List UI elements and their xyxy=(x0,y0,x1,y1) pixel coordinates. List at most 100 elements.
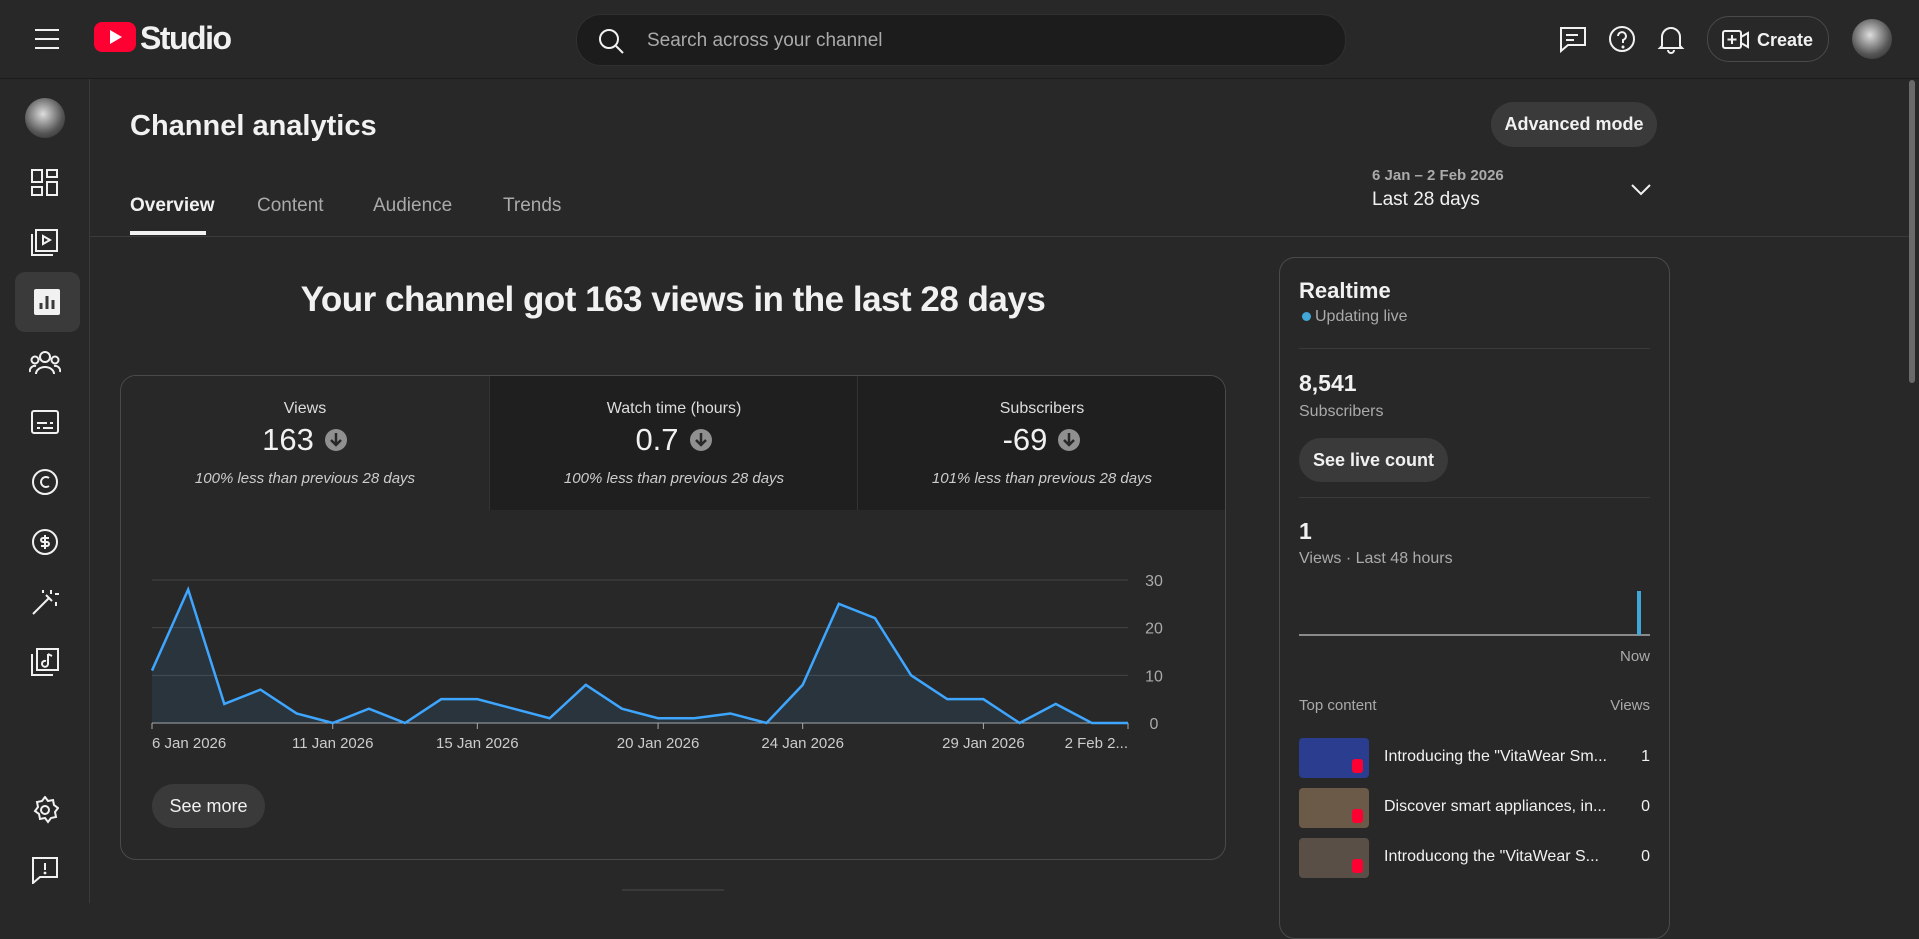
dashboard-icon[interactable] xyxy=(31,169,59,197)
tab[interactable]: Overview xyxy=(130,195,215,216)
analytics-icon xyxy=(34,289,60,315)
divider xyxy=(1299,497,1650,498)
content-row[interactable]: Discover smart appliances, in... 0 xyxy=(1299,788,1650,828)
y-tick-label: 30 xyxy=(1145,573,1163,590)
menu-icon[interactable] xyxy=(34,28,60,50)
divider xyxy=(89,236,1909,237)
y-tick-label: 10 xyxy=(1145,668,1163,685)
line xyxy=(150,586,1128,725)
content-title: Introducong the "VitaWear S... xyxy=(1384,848,1599,865)
realtime-card: Realtime Updating live 8,541 Subscribers… xyxy=(1279,257,1670,939)
top-bar: Studio Search across your channel Create xyxy=(0,0,1919,79)
metric-tab[interactable]: Subscribers -69 101% less than previous 28… xyxy=(857,376,1225,510)
channel-avatar[interactable] xyxy=(25,98,65,138)
decrease-icon xyxy=(1058,429,1081,451)
settings-icon[interactable] xyxy=(31,796,59,824)
realtime-chart xyxy=(1299,591,1650,636)
carousel-indicator xyxy=(622,889,724,891)
x-tick-label: 15 Jan 2026 xyxy=(436,735,519,752)
top-content-label: Top content xyxy=(1299,697,1377,714)
metric-change: 100% less than previous 28 days xyxy=(194,470,416,487)
y-tick-label: 20 xyxy=(1145,621,1163,638)
period-dropdown[interactable] xyxy=(1630,183,1652,197)
metric-value: 0.7 xyxy=(635,422,679,457)
analytics-active[interactable] xyxy=(15,272,80,332)
earn-icon[interactable] xyxy=(31,528,59,556)
metric-change: 101% less than previous 28 days xyxy=(931,470,1153,487)
page-title: Channel analytics xyxy=(130,110,377,142)
period[interactable]: Last 28 days xyxy=(1372,189,1480,210)
x-tick-label: 6 Jan 2026 xyxy=(152,735,226,752)
thumbnail xyxy=(1299,788,1369,828)
search-icon xyxy=(599,29,624,54)
icon-arrow xyxy=(1063,433,1076,447)
create-icon xyxy=(1722,30,1749,49)
shorts-badge xyxy=(1352,759,1363,773)
community-icon[interactable] xyxy=(29,349,61,377)
send-feedback-icon[interactable] xyxy=(31,856,59,884)
icon-arrow xyxy=(329,433,342,447)
content-views: 0 xyxy=(1641,848,1650,865)
decrease-icon xyxy=(689,429,712,451)
subtitles-icon[interactable] xyxy=(31,409,59,435)
x-tick-label: 24 Jan 2026 xyxy=(761,735,844,752)
metric-label: Watch time (hours) xyxy=(606,400,742,417)
search-placeholder: Search across your channel xyxy=(647,30,883,51)
content-row[interactable]: Introducing the "VitaWear Sm... 1 xyxy=(1299,738,1650,778)
advanced-mode-button[interactable]: Advanced mode xyxy=(1491,102,1657,147)
x-tick-label: 20 Jan 2026 xyxy=(617,735,700,752)
audio-library-icon[interactable] xyxy=(31,648,59,676)
metric-value: -69 xyxy=(1002,422,1048,457)
line-chart: 0 10 20 30 6 Jan 2026 11 Jan 2026 15 Jan 2026 2… xyxy=(150,573,1163,752)
realtime-views: 1 xyxy=(1299,518,1312,544)
customization-icon[interactable] xyxy=(31,588,59,616)
metric-row: 163 xyxy=(121,422,489,458)
content-title: Introducing the "VitaWear Sm... xyxy=(1384,748,1607,765)
decrease-icon xyxy=(324,429,347,451)
content-title: Discover smart appliances, in... xyxy=(1384,798,1607,815)
metric-label: Subscribers xyxy=(999,400,1085,417)
realtime-views-label: Views · Last 48 hours xyxy=(1299,550,1453,567)
content-icon[interactable] xyxy=(31,229,59,257)
content-row[interactable]: Introducong the "VitaWear S... 0 xyxy=(1299,838,1650,878)
search-box[interactable]: Search across your channel xyxy=(576,14,1346,66)
subscriber-label: Subscribers xyxy=(1299,403,1384,420)
create-label: Create xyxy=(1757,30,1814,50)
shorts-badge xyxy=(1352,809,1363,823)
metric-row: 0.7 xyxy=(490,422,858,458)
see-live-button[interactable]: See live count xyxy=(1299,438,1448,482)
copyright-icon[interactable] xyxy=(31,468,59,496)
metric-row: -69 xyxy=(858,422,1225,458)
content-views: 1 xyxy=(1641,748,1650,765)
x-tick-label: 11 Jan 2026 xyxy=(292,735,373,752)
y-tick-label: 0 xyxy=(1150,716,1159,733)
scrollbar xyxy=(1909,80,1915,383)
tab[interactable]: Content xyxy=(257,195,324,216)
top-content-list: Introducing the "VitaWear Sm... 1 Discover… xyxy=(1299,738,1650,938)
tabs: Overview Content Audience Trends xyxy=(130,193,730,236)
help-icon[interactable] xyxy=(1607,24,1637,54)
create-button[interactable]: Create xyxy=(1707,16,1829,62)
content-views: 0 xyxy=(1641,798,1650,815)
subscriber-count: 8,541 xyxy=(1299,370,1357,396)
see-more-button[interactable]: See more xyxy=(152,784,265,828)
now-label: Now xyxy=(1619,648,1650,665)
headline: Your channel got 163 views in the last 2… xyxy=(300,280,1046,319)
thumbnail xyxy=(1299,838,1369,878)
metric-label: Views xyxy=(283,400,327,417)
x-tick-label: 2 Feb 2... xyxy=(1065,735,1128,752)
tab[interactable]: Audience xyxy=(373,195,453,216)
metric-tab[interactable]: Watch time (hours) 0.7 100% less than prev… xyxy=(489,376,858,510)
tab[interactable]: Trends xyxy=(503,195,562,216)
date-range: 6 Jan – 2 Feb 2026 xyxy=(1372,167,1504,184)
logo-icon[interactable] xyxy=(94,22,136,52)
notifications-icon[interactable] xyxy=(1656,24,1686,54)
metric-tab[interactable]: Views 163 100% less than previous 28 days xyxy=(121,376,489,510)
metric-change: 100% less than previous 28 days xyxy=(563,470,785,487)
feedback-icon[interactable] xyxy=(1558,24,1588,54)
area xyxy=(152,589,1128,723)
realtime-bar xyxy=(1637,591,1641,635)
thumbnail xyxy=(1299,738,1369,778)
account-avatar[interactable] xyxy=(1852,19,1892,59)
